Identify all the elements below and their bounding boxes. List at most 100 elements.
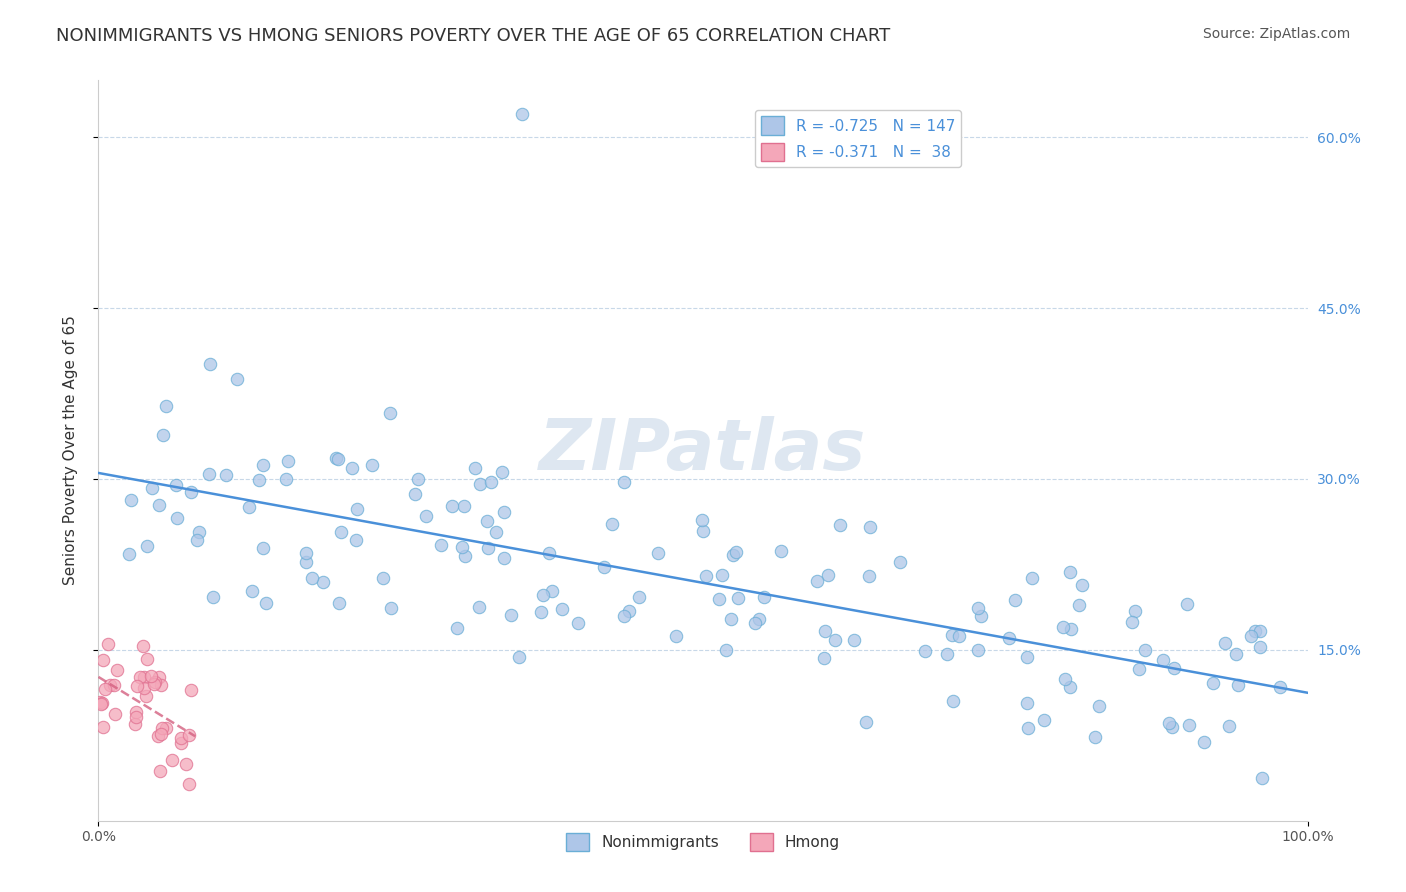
Point	[1249, 624, 1271, 639]
Point	[125, 710, 148, 724]
Point	[1071, 577, 1094, 591]
Point	[371, 571, 394, 585]
Point	[477, 541, 499, 556]
Point	[612, 475, 634, 489]
Point	[118, 547, 141, 561]
Point	[120, 493, 142, 508]
Point	[1123, 604, 1146, 618]
Point	[1088, 699, 1111, 714]
Point	[647, 546, 669, 560]
Point	[1017, 650, 1039, 665]
Point	[1054, 673, 1077, 687]
Point	[1067, 599, 1090, 613]
Point	[842, 633, 865, 648]
Point	[406, 472, 429, 486]
Point	[464, 460, 486, 475]
Point	[491, 465, 513, 479]
Point	[180, 683, 202, 698]
Point	[180, 485, 202, 500]
Point	[941, 628, 963, 642]
Point	[155, 399, 177, 413]
Point	[1133, 643, 1156, 657]
Point	[380, 600, 402, 615]
Point	[146, 729, 169, 743]
Point	[477, 515, 499, 529]
Point	[132, 639, 155, 653]
Point	[201, 590, 224, 604]
Point	[859, 520, 882, 534]
Point	[1059, 565, 1081, 579]
Point	[769, 543, 792, 558]
Point	[141, 481, 163, 495]
Point	[165, 478, 187, 492]
Point	[215, 467, 238, 482]
Point	[814, 624, 837, 638]
Point	[134, 670, 156, 684]
Point	[593, 560, 616, 574]
Point	[1202, 676, 1225, 690]
Point	[1163, 660, 1185, 674]
Text: NONIMMIGRANTS VS HMONG SENIORS POVERTY OVER THE AGE OF 65 CORRELATION CHART: NONIMMIGRANTS VS HMONG SENIORS POVERTY O…	[56, 27, 890, 45]
Point	[346, 502, 368, 516]
Point	[136, 652, 159, 666]
Point	[89, 695, 111, 709]
Point	[508, 650, 530, 665]
Point	[690, 513, 713, 527]
Point	[148, 670, 170, 684]
Point	[415, 509, 437, 524]
Point	[91, 696, 114, 710]
Point	[453, 499, 475, 513]
Point	[143, 677, 166, 691]
Point	[484, 524, 506, 539]
Point	[1015, 696, 1038, 710]
Point	[254, 596, 277, 610]
Point	[914, 644, 936, 658]
Point	[344, 533, 367, 548]
Point	[252, 458, 274, 472]
Point	[301, 571, 323, 585]
Point	[135, 690, 157, 704]
Point	[143, 674, 166, 689]
Point	[510, 107, 533, 121]
Point	[186, 533, 208, 548]
Point	[240, 584, 263, 599]
Point	[692, 524, 714, 538]
Point	[619, 604, 641, 618]
Point	[342, 461, 364, 475]
Point	[360, 458, 382, 473]
Point	[695, 569, 717, 583]
Point	[90, 697, 112, 711]
Point	[468, 477, 491, 491]
Point	[451, 540, 474, 554]
Point	[141, 669, 163, 683]
Point	[1268, 680, 1291, 694]
Point	[103, 678, 125, 692]
Point	[752, 590, 775, 604]
Point	[707, 591, 730, 606]
Point	[149, 727, 172, 741]
Point	[252, 541, 274, 555]
Point	[198, 467, 221, 481]
Point	[714, 643, 737, 657]
Point	[378, 406, 401, 420]
Point	[727, 591, 749, 605]
Point	[721, 548, 744, 562]
Point	[665, 629, 688, 643]
Point	[311, 574, 333, 589]
Point	[530, 605, 553, 619]
Y-axis label: Seniors Poverty Over the Age of 65: Seniors Poverty Over the Age of 65	[63, 316, 77, 585]
Point	[97, 637, 120, 651]
Point	[551, 602, 574, 616]
Point	[1032, 713, 1054, 727]
Point	[1244, 624, 1267, 638]
Point	[160, 753, 183, 767]
Point	[124, 716, 146, 731]
Point	[1251, 771, 1274, 785]
Point	[824, 632, 846, 647]
Point	[720, 612, 742, 626]
Point	[91, 653, 114, 667]
Point	[567, 616, 589, 631]
Point	[187, 524, 209, 539]
Point	[149, 678, 172, 692]
Point	[813, 650, 835, 665]
